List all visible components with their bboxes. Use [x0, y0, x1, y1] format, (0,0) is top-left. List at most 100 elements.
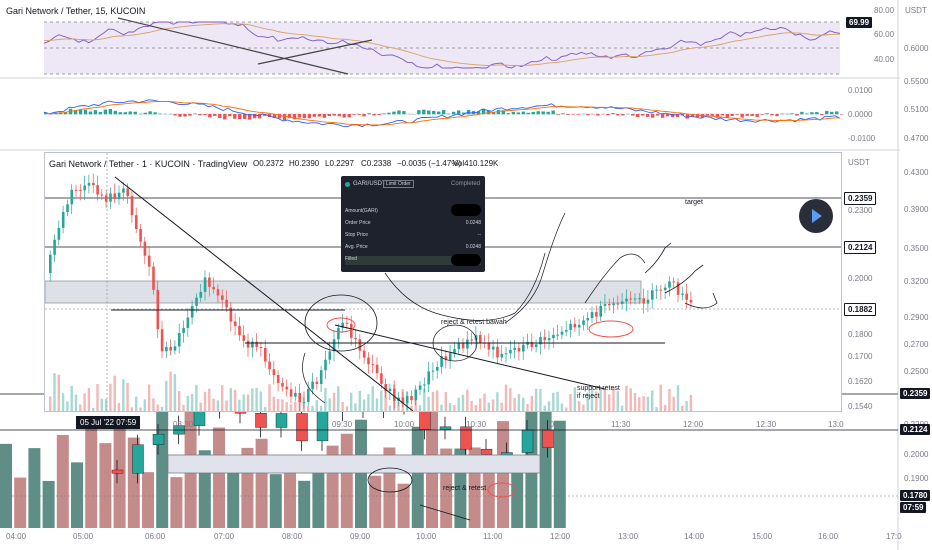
inner-candle-body: [509, 349, 512, 354]
inner-candle-body: [324, 359, 327, 371]
macd-hist-bar: [690, 114, 695, 117]
inner-candle-body: [659, 289, 663, 291]
macd-hist-bar: [63, 112, 68, 115]
inner-candle-body: [341, 322, 344, 328]
outer-reject-label: reject & retest: [443, 485, 487, 492]
inner-volume-bar: [251, 388, 254, 411]
macd-hist-bar: [272, 114, 277, 119]
inner-volume-bar: [388, 405, 392, 411]
inner-volume-bar: [504, 384, 508, 411]
inner-time: 13:0: [828, 420, 844, 429]
macd-hist-bar: [312, 114, 317, 117]
inner-volume-bar: [186, 395, 189, 411]
inner-volume-bar: [573, 387, 576, 411]
inner-volume-bar: [625, 385, 628, 411]
macd-hist-bar: [750, 114, 754, 117]
inner-candle-body: [418, 385, 422, 390]
inner-volume-bar: [659, 384, 662, 411]
outer-candle-body: [316, 411, 329, 442]
rsi-line: [43, 21, 841, 69]
outer-tick: 0.3200: [904, 277, 929, 286]
macd-hist-bar: [800, 111, 804, 115]
macd-hist-bar: [148, 111, 152, 115]
outer-volume-bar: [14, 477, 27, 528]
inner-candle-body: [401, 397, 405, 404]
inner-candle-body: [530, 341, 534, 348]
inner-candle-body: [470, 339, 473, 341]
inner-volume-bar: [586, 392, 589, 411]
inner-candle-body: [668, 281, 671, 288]
outer-tick: 0.2700: [904, 340, 929, 349]
outer-axis-unit: USDT: [905, 6, 927, 15]
inner-volume-bar: [289, 404, 293, 411]
inner-volume-bar: [466, 389, 469, 411]
inner-candle-body: [504, 353, 508, 355]
inner-volume-bar: [479, 398, 482, 411]
inner-time: 08:30: [173, 420, 194, 429]
inner-candle-body: [186, 317, 190, 328]
inner-candle-body: [135, 215, 138, 229]
inner-time: 09:30: [332, 420, 353, 429]
outer-tick: 0.2500: [904, 367, 929, 376]
outer-volume-bar: [170, 477, 183, 528]
macd-hist-bar: [208, 114, 212, 118]
inner-volume-bar: [100, 398, 103, 411]
inner-volume-bar: [152, 398, 155, 411]
inner-volume-bar: [328, 398, 331, 411]
macd-hist-bar: [257, 114, 262, 119]
inner-candle-body: [289, 389, 293, 397]
macd-hist-bar: [203, 114, 207, 116]
inner-candle-body: [199, 291, 203, 298]
macd-hist-bar: [277, 114, 282, 119]
macd-hist-bar: [297, 114, 302, 118]
inner-volume-bar: [530, 395, 533, 411]
inner-volume-bar: [431, 391, 435, 411]
outer-volume-bar: [340, 433, 353, 528]
popup-row: Order Price 0.0248: [345, 220, 481, 229]
macd-hist-bar: [730, 114, 734, 117]
inner-volume-bar: [264, 406, 267, 411]
macd-hist-bar: [650, 114, 655, 118]
inner-volume-bar: [139, 407, 142, 411]
outer-volume-bar: [85, 428, 98, 528]
current-price-badge: 0.1882: [844, 303, 877, 316]
macd-hist-bar: [795, 114, 799, 116]
outer-candle-body: [152, 433, 165, 445]
inner-candle-body: [672, 281, 676, 283]
inner-volume-bar: [130, 407, 134, 411]
inner-volume-bar: [319, 406, 323, 411]
outer-circle: [367, 467, 413, 493]
macd-hist-bar: [611, 113, 615, 115]
inner-candle-body: [242, 335, 246, 341]
inner-volume-bar: [281, 399, 284, 411]
outer-volume-bar: [156, 403, 169, 528]
macd-signal-line: [43, 101, 841, 126]
rsi-tick-80: 80.00: [874, 6, 895, 15]
inner-candle-body: [569, 323, 572, 330]
inner-candle-body: [238, 325, 241, 336]
inner-candle-body: [255, 341, 258, 348]
macd-hist-bar: [88, 111, 93, 115]
inner-candle-body: [616, 303, 620, 305]
inner-candle-body: [70, 189, 74, 205]
macd-hist-bar: [790, 113, 794, 115]
inner-candle-body: [96, 185, 99, 195]
inner-volume-bar: [569, 394, 572, 411]
inner-candle-body: [620, 301, 624, 305]
inner-candle-body: [358, 339, 362, 351]
outer-volume-bar: [213, 427, 225, 528]
inner-volume-bar: [444, 391, 447, 411]
macd-tick-zero: 0.0000: [848, 110, 873, 119]
inner-volume-bar: [375, 398, 379, 411]
outer-candle-body: [132, 444, 144, 474]
outer-tick: 0.4700: [904, 134, 929, 143]
outer-candle-body: [460, 426, 472, 450]
macd-hist-bar: [551, 110, 555, 115]
macd-hist-bar: [392, 111, 396, 115]
inner-volume-bar: [272, 396, 275, 411]
inner-candle-body: [625, 298, 628, 302]
inner-candle-body: [74, 189, 78, 191]
target-label: target: [685, 199, 703, 206]
outer-volume-bar: [355, 419, 367, 528]
play-button[interactable]: [799, 199, 833, 233]
